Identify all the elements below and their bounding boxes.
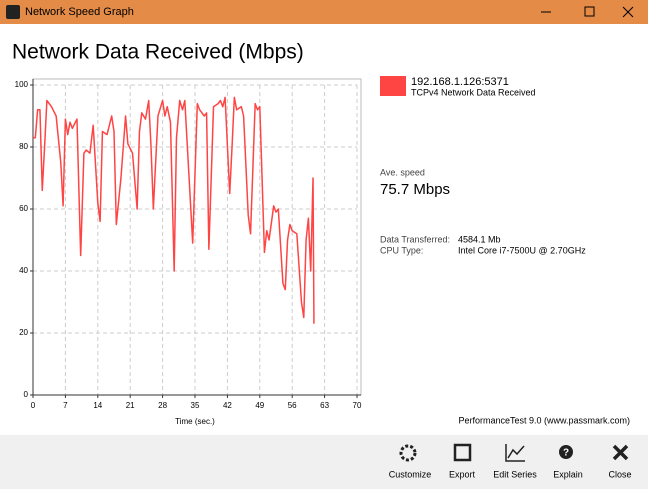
x-tick-label: 0 xyxy=(31,401,36,410)
button-label: Export xyxy=(449,469,476,479)
icon xyxy=(505,444,525,462)
stat-label: CPU Type: xyxy=(380,245,423,255)
x-axis-label: Time (sec.) xyxy=(175,417,215,426)
y-tick-label: 80 xyxy=(19,142,28,151)
y-tick-label: 0 xyxy=(24,390,29,399)
export-button[interactable]: Export xyxy=(449,443,476,479)
app-icon xyxy=(6,5,20,19)
x-tick-label: 49 xyxy=(255,401,264,410)
toolbar xyxy=(0,435,648,489)
button-label: Close xyxy=(608,469,631,479)
close-window-button[interactable] xyxy=(622,6,634,18)
footer: PerformanceTest 9.0 (www.passmark.com) xyxy=(458,415,630,425)
title-bar xyxy=(0,0,648,24)
y-tick-label: 100 xyxy=(15,80,29,89)
legend-description: TCPv4 Network Data Received xyxy=(411,87,536,97)
icon xyxy=(559,445,573,459)
stat-value: Intel Core i7-7500U @ 2.70GHz xyxy=(458,245,586,255)
legend-name: 192.168.1.126:5371 xyxy=(411,76,509,88)
y-tick-label: 60 xyxy=(19,204,28,213)
button-label: Explain xyxy=(553,469,583,479)
button-label: Customize xyxy=(389,469,432,479)
chart-title: Network Data Received (Mbps) xyxy=(12,41,304,64)
customize-button[interactable]: Customize xyxy=(389,444,432,479)
stat-value: 4584.1 Mb xyxy=(458,234,501,244)
x-tick-label: 21 xyxy=(126,401,135,410)
icon-glyph: ? xyxy=(563,448,569,459)
y-tick-label: 20 xyxy=(19,328,28,337)
x-tick-label: 14 xyxy=(93,401,102,410)
maximize-button[interactable] xyxy=(584,6,595,17)
close-button[interactable]: Close xyxy=(608,444,632,479)
x-tick-label: 35 xyxy=(191,401,200,410)
x-tick-label: 42 xyxy=(223,401,232,410)
legend-swatch xyxy=(380,76,406,96)
window-title: Network Speed Graph xyxy=(25,6,134,18)
data-line xyxy=(33,96,315,324)
icon xyxy=(453,443,472,462)
avg-label: Ave. speed xyxy=(380,167,425,177)
x-tick-label: 63 xyxy=(320,401,329,410)
y-tick-label: 40 xyxy=(19,266,28,275)
button-label: Edit Series xyxy=(493,469,537,479)
avg-value: 75.7 Mbps xyxy=(380,181,450,198)
icon xyxy=(612,444,629,461)
x-tick-label: 70 xyxy=(353,401,362,410)
explain-button[interactable]: ? Explain xyxy=(553,445,583,479)
x-tick-label: 28 xyxy=(158,401,167,410)
icon xyxy=(399,444,417,462)
edit-series-button[interactable]: Edit Series xyxy=(493,444,537,479)
x-tick-label: 7 xyxy=(63,401,68,410)
stat-label: Data Transferred: xyxy=(380,234,450,244)
x-tick-label: 56 xyxy=(288,401,297,410)
